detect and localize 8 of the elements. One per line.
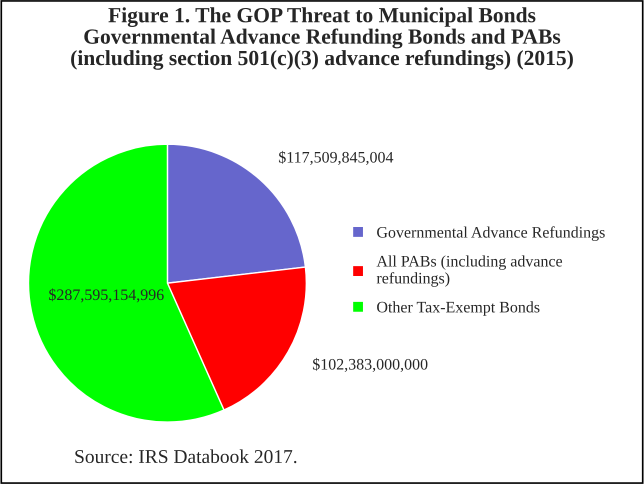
source-note: Source: IRS Databook 2017. <box>75 449 296 464</box>
data-label: $117,509,845,004 <box>278 150 394 165</box>
data-label: $102,383,000,000 <box>312 358 428 372</box>
legend-label: Governmental Advance Refundings <box>377 226 605 241</box>
data-label: $287,595,154,996 <box>49 288 164 302</box>
legend-label: All PABs (including advance refundings) <box>376 255 562 287</box>
legend-label: Other Tax-Exempt Bonds <box>377 301 540 316</box>
chart-title: Figure 1. The GOP Threat to Municipal Bonds Governmental Advance Refunding Bonds and PABs (including section 501(c)(3) advance refundings) (2015) <box>71 7 573 70</box>
